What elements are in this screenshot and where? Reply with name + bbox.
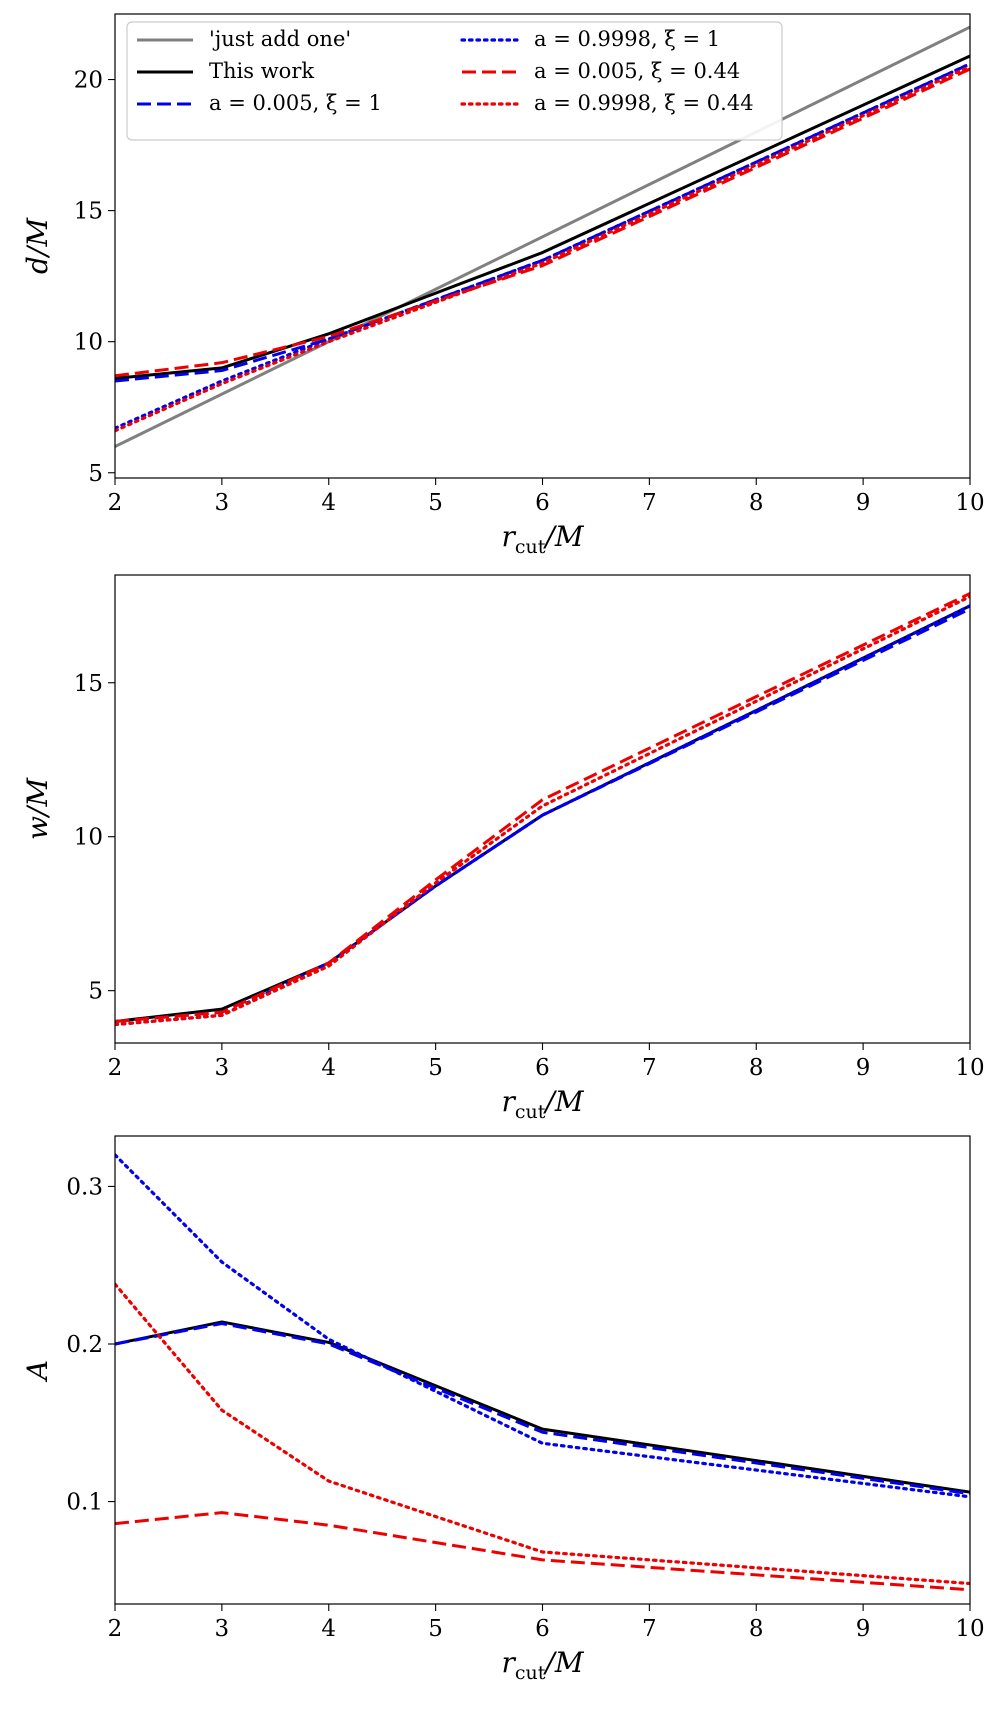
x-axis-label: rcut/M bbox=[501, 1085, 584, 1123]
series-group bbox=[115, 25, 970, 448]
y-tick-label: 15 bbox=[74, 199, 103, 225]
series-line-0 bbox=[115, 25, 970, 448]
x-tick-label: 3 bbox=[215, 1055, 230, 1081]
x-tick-label: 2 bbox=[108, 1616, 123, 1642]
y-axis-label: w/M bbox=[21, 777, 54, 840]
x-tick-label: 7 bbox=[642, 1055, 657, 1081]
x-tick-label: 6 bbox=[535, 490, 550, 516]
y-tick-label: 0.3 bbox=[66, 1174, 103, 1200]
series-line-5 bbox=[115, 64, 970, 433]
y-axis-label: A bbox=[21, 1360, 54, 1383]
panel-w: 2 3 4 5 6 7 8 9 10 5 10 15 rcut/M w/M bbox=[21, 574, 985, 1123]
x-tick-label: 2 bbox=[108, 1055, 123, 1081]
x-tick-label: 10 bbox=[955, 490, 984, 516]
x-tick-label: 2 bbox=[108, 490, 123, 516]
series-line-3 bbox=[115, 592, 970, 1023]
y-tick-label: 5 bbox=[88, 461, 103, 487]
x-tick-label: 9 bbox=[856, 1616, 871, 1642]
x-tick-label: 8 bbox=[749, 490, 764, 516]
series-line-4 bbox=[115, 1282, 970, 1586]
x-tick-label: 3 bbox=[215, 490, 230, 516]
y-tick-label: 0.2 bbox=[66, 1332, 103, 1358]
x-tick-label: 6 bbox=[535, 1616, 550, 1642]
legend-entry: 'just add one' bbox=[209, 27, 351, 51]
panel-d: 2 3 4 5 6 7 8 9 10 5 10 15 20 rcut/M d/M 'just add one'… bbox=[21, 13, 985, 558]
x-tick-label: 10 bbox=[955, 1055, 984, 1081]
x-tick-label: 5 bbox=[428, 1616, 443, 1642]
series-line-4 bbox=[115, 594, 970, 1027]
legend-entry: a = 0.005, ξ = 0.44 bbox=[534, 59, 740, 83]
legend-entry: a = 0.9998, ξ = 0.44 bbox=[534, 91, 754, 115]
y-tick-label: 15 bbox=[74, 671, 103, 697]
axes-frame bbox=[114, 1135, 971, 1605]
y-axis-label: d/M bbox=[21, 217, 54, 274]
x-tick-label: 4 bbox=[321, 1616, 336, 1642]
y-tick-label: 10 bbox=[74, 825, 103, 851]
legend-entry: a = 0.9998, ξ = 1 bbox=[534, 27, 720, 51]
y-tick-label: 0.1 bbox=[66, 1490, 103, 1516]
series-line-1 bbox=[115, 1322, 970, 1496]
x-tick-label: 5 bbox=[428, 490, 443, 516]
x-tick-label: 8 bbox=[749, 1616, 764, 1642]
series-line-2 bbox=[115, 604, 970, 1027]
x-tick-label: 4 bbox=[321, 490, 336, 516]
x-axis-label: rcut/M bbox=[501, 1646, 584, 1684]
series-group bbox=[115, 1153, 970, 1592]
y-tick-label: 10 bbox=[74, 330, 103, 356]
x-axis-label: rcut/M bbox=[501, 520, 584, 558]
x-tick-label: 6 bbox=[535, 1055, 550, 1081]
x-tick-label: 9 bbox=[856, 1055, 871, 1081]
series-line-4 bbox=[115, 67, 970, 378]
legend-box bbox=[126, 21, 783, 141]
x-tick-label: 7 bbox=[642, 1616, 657, 1642]
legend-entry: This work bbox=[209, 59, 314, 83]
x-tick-label: 3 bbox=[215, 1616, 230, 1642]
x-tick-label: 4 bbox=[321, 1055, 336, 1081]
series-line-1 bbox=[115, 54, 970, 380]
x-tick-label: 5 bbox=[428, 1055, 443, 1081]
x-tick-label: 8 bbox=[749, 1055, 764, 1081]
panel-A: 2 3 4 5 6 7 8 9 10 0.1 0.2 0.3 rcut/M A bbox=[21, 1135, 985, 1684]
y-tick-label: 20 bbox=[74, 68, 103, 94]
legend: 'just add one' This work a = 0.005, ξ = 1 a… bbox=[126, 21, 783, 141]
x-tick-label: 9 bbox=[856, 490, 871, 516]
series-line-2 bbox=[115, 1153, 970, 1499]
legend-entry: a = 0.005, ξ = 1 bbox=[209, 91, 382, 115]
axes-frame bbox=[114, 574, 971, 1044]
series-line-0 bbox=[115, 1320, 970, 1494]
x-tick-label: 7 bbox=[642, 490, 657, 516]
series-line-3 bbox=[115, 62, 970, 430]
series-group bbox=[115, 592, 970, 1027]
x-tick-label: 10 bbox=[955, 1616, 984, 1642]
y-tick-label: 5 bbox=[88, 979, 103, 1005]
series-line-3 bbox=[115, 1511, 970, 1592]
